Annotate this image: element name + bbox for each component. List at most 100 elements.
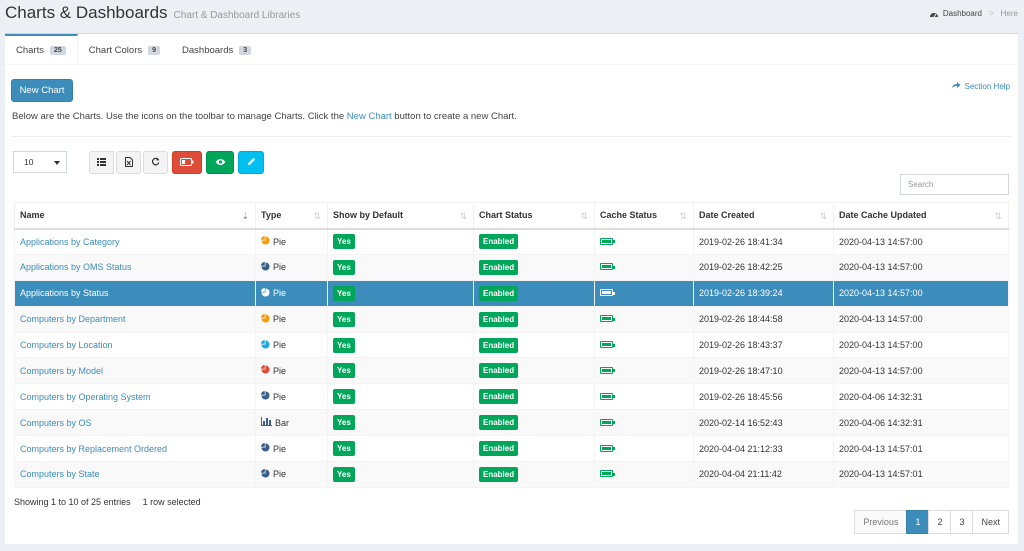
cell-show-by-default: Yes — [327, 383, 474, 411]
table-row[interactable]: Computers by Model Pie Yes Enabled 2019-02-2… — [14, 357, 1009, 385]
cell-show-by-default: Yes — [327, 409, 474, 437]
chart-type: Pie — [273, 288, 287, 299]
table-row[interactable]: Computers by Department Pie Yes Enabled 2019… — [14, 305, 1009, 333]
chart-type: Pie — [273, 469, 287, 480]
chart-name-link[interactable]: Applications by Category — [20, 236, 120, 247]
cell-type: Pie — [255, 279, 328, 307]
column-header-show-by-default[interactable]: Show by Default ⇅ — [327, 202, 474, 230]
dashboard-icon — [929, 10, 939, 18]
column-header-type[interactable]: Type ⇅ — [255, 202, 328, 230]
cell-show-by-default: Yes — [327, 279, 474, 307]
battery-empty-icon — [180, 157, 194, 168]
new-chart-link[interactable]: New Chart — [346, 111, 392, 122]
cell-name: Computers by Operating System — [14, 383, 256, 411]
table-row[interactable]: Applications by Category Pie Yes Enabled 201… — [14, 228, 1009, 255]
tab-chart-colors[interactable]: Chart Colors 9 — [78, 34, 171, 65]
column-header-cache-status[interactable]: Cache Status ⇅ — [594, 202, 694, 230]
battery-full-icon — [600, 237, 615, 245]
chart-name-link[interactable]: Applications by Status — [20, 288, 109, 299]
charts-table: Name ⇣ Type ⇅ Show by Default ⇅ Chart Statu… — [14, 202, 1009, 488]
chart-name-link[interactable]: Computers by Department — [20, 314, 126, 325]
chart-status-badge: Enabled — [479, 389, 519, 405]
pagination-previous[interactable]: Previous — [854, 510, 908, 534]
help-text-post: button to create a new Chart. — [391, 111, 517, 122]
export-excel-button[interactable] — [116, 151, 141, 174]
sort-icon: ⇅ — [679, 211, 687, 221]
column-visibility-button[interactable] — [89, 151, 114, 174]
chart-type: Pie — [273, 262, 287, 273]
chart-name-link[interactable]: Computers by Replacement Ordered — [20, 443, 168, 454]
cell-cache-status — [594, 435, 694, 463]
toolbar — [89, 151, 264, 174]
search-input[interactable] — [900, 174, 1009, 195]
cell-chart-status: Enabled — [473, 357, 595, 385]
column-header-chart-status[interactable]: Chart Status ⇅ — [473, 202, 595, 230]
cell-type: Pie — [255, 435, 328, 463]
cell-date-cache-updated: 2020-04-13 14:57:00 — [833, 305, 1009, 333]
table-row[interactable]: Applications by OMS Status Pie Yes Enabled 2… — [14, 253, 1009, 281]
chart-status-badge: Enabled — [479, 285, 519, 301]
show-by-default-badge: Yes — [333, 337, 355, 353]
tab-label: Chart Colors — [88, 45, 143, 56]
cell-date-created: 2019-02-26 18:45:56 — [693, 383, 834, 411]
cell-date-cache-updated: 2020-04-13 14:57:01 — [833, 435, 1009, 463]
table-row[interactable]: Applications by Status Pie Yes Enabled 2019-… — [14, 279, 1009, 307]
pagination: Previous 1 2 3 Next — [854, 510, 1009, 534]
pie-chart-icon — [261, 313, 270, 325]
table-row[interactable]: Computers by Replacement Ordered Pie Yes En… — [14, 435, 1009, 463]
cell-cache-status — [594, 279, 694, 307]
column-header-date-cache-updated[interactable]: Date Cache Updated ⇅ — [833, 202, 1009, 230]
chart-type: Pie — [273, 365, 287, 376]
cell-name: Computers by Replacement Ordered — [14, 435, 256, 463]
new-chart-button[interactable]: New Chart — [11, 79, 73, 102]
column-header-date-created[interactable]: Date Created ⇅ — [693, 202, 834, 230]
cell-date-created: 2020-04-04 21:11:42 — [693, 461, 834, 488]
pagination-page-3[interactable]: 3 — [950, 510, 974, 534]
table-row[interactable]: Computers by Operating System Pie Yes Enabl… — [14, 383, 1009, 411]
tab-dashboards[interactable]: Dashboards 3 — [171, 34, 262, 65]
cell-chart-status: Enabled — [473, 331, 595, 359]
cell-type: Pie — [255, 253, 328, 281]
pagination-next[interactable]: Next — [972, 510, 1009, 534]
pagination-page-1[interactable]: 1 — [906, 510, 930, 534]
battery-full-icon — [600, 418, 615, 426]
cell-name: Computers by Model — [14, 357, 256, 385]
cell-date-created: 2020-02-14 16:52:43 — [693, 409, 834, 437]
selection-info: 1 row selected — [142, 497, 201, 507]
cell-date-cache-updated: 2020-04-06 14:32:31 — [833, 409, 1009, 437]
chart-name-link[interactable]: Computers by State — [20, 469, 100, 480]
battery-full-icon — [600, 392, 615, 400]
edit-chart-button[interactable] — [238, 151, 264, 174]
breadcrumb-dashboard-link[interactable]: Dashboard — [942, 9, 982, 18]
column-header-name[interactable]: Name ⇣ — [14, 202, 256, 230]
tab-charts[interactable]: Charts 25 — [5, 34, 78, 65]
section-help-link[interactable]: Section Help — [951, 81, 1010, 91]
pencil-icon — [247, 157, 256, 168]
pagination-page-2[interactable]: 2 — [928, 510, 952, 534]
refresh-button[interactable] — [143, 151, 168, 174]
chart-name-link[interactable]: Computers by Location — [20, 340, 113, 350]
table-row[interactable]: Computers by State Pie Yes Enabled 2020-04-0… — [14, 461, 1009, 488]
entries-info: Showing 1 to 10 of 25 entries — [14, 497, 131, 507]
cell-date-cache-updated: 2020-04-13 14:57:01 — [833, 461, 1009, 488]
table-row[interactable]: Computers by Location Pie Yes Enabled 2019-0… — [14, 331, 1009, 359]
battery-full-icon — [600, 341, 615, 348]
table-row[interactable]: Computers by OS Bar Yes Enabled 2020-02-14 1… — [14, 409, 1009, 437]
chart-name-link[interactable]: Computers by Model — [20, 365, 104, 376]
view-chart-button[interactable] — [206, 151, 234, 174]
chart-status-badge: Enabled — [479, 415, 519, 431]
column-label: Show by Default — [333, 210, 404, 221]
page-length-select[interactable]: 10 — [13, 151, 67, 173]
sort-icon: ⇅ — [994, 211, 1002, 221]
sort-alpha-icon: ⇣ — [241, 211, 249, 221]
cell-cache-status — [594, 409, 694, 437]
chart-name-link[interactable]: Computers by Operating System — [20, 391, 151, 402]
cell-cache-status — [594, 253, 694, 281]
chart-name-link[interactable]: Applications by OMS Status — [20, 262, 132, 273]
column-label: Name — [20, 210, 45, 221]
chart-name-link[interactable]: Computers by OS — [20, 417, 92, 428]
toggle-status-button[interactable] — [172, 151, 202, 174]
battery-full-icon — [600, 263, 615, 271]
cell-chart-status: Enabled — [473, 435, 595, 463]
cell-cache-status — [594, 383, 694, 411]
